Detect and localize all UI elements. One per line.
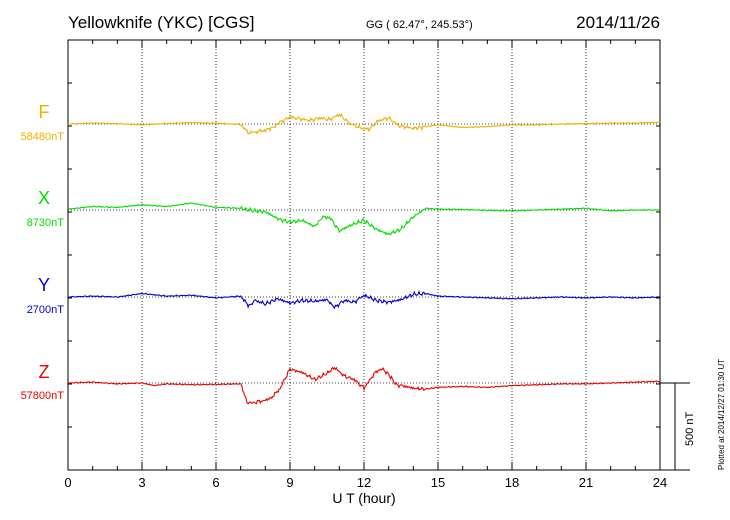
series-baseline-x: 8730nT <box>27 217 65 229</box>
station-title: Yellowknife (YKC) [CGS] <box>68 13 254 32</box>
x-tick-label-9: 9 <box>286 475 293 490</box>
series-line-z <box>67 366 661 405</box>
scale-bar: 500 nT <box>660 382 696 471</box>
x-tick-label-0: 0 <box>64 475 71 490</box>
x-tick-label-15: 15 <box>431 475 445 490</box>
scale-bar-label: 500 nT <box>684 411 696 446</box>
x-tick-label-12: 12 <box>357 475 371 490</box>
x-axis-label: U T (hour) <box>332 490 395 506</box>
plot-date: 2014/11/26 <box>576 13 660 32</box>
series-baseline-z: 57800nT <box>21 390 65 402</box>
x-tick-label-21: 21 <box>579 475 593 490</box>
x-tick-label-18: 18 <box>505 475 519 490</box>
series-baseline-f: 58480nT <box>21 131 65 143</box>
grid <box>141 40 587 470</box>
plotted-timestamp: Plotted at 2014/12/27 01:30 UT <box>717 359 726 470</box>
series-labels: F 58480nT X 8730nT Y 2700nT Z 57800nT <box>21 102 65 402</box>
series-traces <box>67 112 661 405</box>
x-tick-labels: 0 3 6 9 12 15 18 21 24 <box>64 475 667 490</box>
series-line-y <box>67 290 661 310</box>
series-name-y: Y <box>38 275 50 295</box>
series-baseline-y: 2700nT <box>27 304 65 316</box>
series-name-f: F <box>39 102 50 122</box>
axis-ticks <box>67 39 661 471</box>
series-line-f <box>67 112 661 135</box>
series-name-x: X <box>38 188 50 208</box>
plot-frame <box>67 39 661 471</box>
x-tick-label-6: 6 <box>212 475 219 490</box>
x-tick-label-3: 3 <box>138 475 145 490</box>
series-name-z: Z <box>39 362 50 382</box>
coordinates: GG ( 62.47°, 245.53°) <box>366 19 473 31</box>
x-tick-label-24: 24 <box>653 475 667 490</box>
series-line-x <box>67 202 661 236</box>
